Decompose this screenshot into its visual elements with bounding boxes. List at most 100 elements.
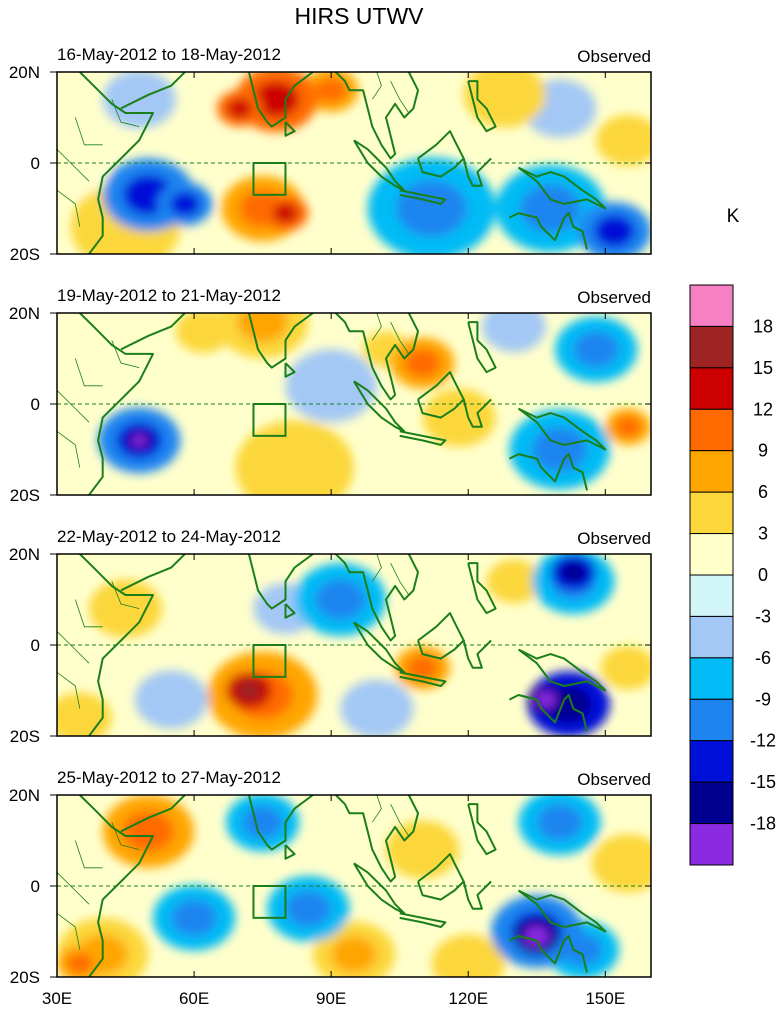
coastline — [517, 407, 607, 451]
country-border — [74, 599, 103, 628]
anomaly-region — [57, 150, 108, 194]
coastline — [120, 795, 186, 833]
x-tick-label: 60E — [179, 989, 209, 1008]
panel-tag-label: Observed — [577, 288, 651, 307]
country-border — [57, 390, 90, 423]
country-border — [111, 340, 140, 368]
box-region — [252, 644, 287, 678]
country-border — [57, 149, 90, 182]
coastline — [462, 398, 492, 428]
colorbar-swatch — [689, 491, 734, 535]
anomaly-region — [235, 420, 354, 495]
country-border — [74, 117, 103, 146]
coastlines — [57, 72, 607, 254]
coastline — [508, 694, 588, 732]
anomaly-region — [340, 679, 414, 736]
country-border — [57, 631, 90, 664]
country-border — [57, 872, 90, 905]
map-panel-3: 20N 0 20S 22-May-2012 to 24-May-2012 Observe… — [9, 527, 652, 746]
colorbar-swatch — [689, 615, 734, 659]
colorbar-level-label: -6 — [755, 648, 771, 668]
panel-tag-label: Observed — [577, 529, 651, 548]
country-border — [57, 189, 81, 227]
country-border — [390, 80, 410, 114]
coastline — [467, 321, 497, 374]
country-border — [371, 72, 382, 100]
anomaly-region — [242, 806, 283, 839]
coastline — [399, 189, 447, 205]
anomaly-field — [57, 554, 651, 736]
anomaly-region — [422, 388, 496, 447]
coastline — [221, 72, 314, 128]
country-border — [57, 430, 81, 468]
anomaly-region — [600, 645, 651, 690]
anomaly-region — [615, 416, 641, 437]
coastline — [517, 166, 607, 210]
country-border — [371, 313, 382, 341]
x-tick-label: 120E — [448, 989, 488, 1008]
colorbar-level-label: 18 — [753, 316, 773, 336]
coastline — [79, 72, 154, 254]
anomaly-field — [98, 313, 651, 495]
panel-tag-label: Observed — [577, 47, 651, 66]
anomaly-region — [560, 562, 586, 583]
panel-tag-label: Observed — [577, 770, 651, 789]
panels: 20N 0 20S 16-May-2012 to 18-May-2012 Observe… — [9, 45, 652, 987]
country-border — [111, 581, 140, 609]
anomaly-region — [123, 811, 174, 852]
coastlines — [57, 795, 607, 977]
y-tick-label: 0 — [31, 636, 40, 655]
y-tick-label: 0 — [31, 154, 40, 173]
anomaly-region — [285, 349, 377, 423]
anomaly-region — [463, 72, 546, 128]
coastline — [399, 671, 447, 687]
anomaly-region — [573, 331, 619, 368]
coastline — [462, 157, 492, 187]
coastline — [79, 795, 154, 977]
y-tick-label: 20N — [9, 545, 40, 564]
colorbar-swatch — [689, 574, 734, 617]
coastline — [517, 648, 607, 692]
anomaly-region — [171, 899, 217, 936]
y-tick-label: 20N — [9, 786, 40, 805]
anomaly-region — [169, 191, 201, 216]
coastline — [508, 212, 588, 250]
anomaly-region — [591, 834, 651, 893]
coastline — [462, 639, 492, 669]
panel-period-label: 25-May-2012 to 27-May-2012 — [57, 768, 281, 787]
panel-period-label: 19-May-2012 to 21-May-2012 — [57, 286, 281, 305]
coastline — [508, 453, 588, 491]
anomaly-region — [331, 936, 377, 973]
colorbar-level-label: -9 — [755, 689, 771, 709]
colorbar-swatch — [689, 781, 734, 825]
y-tick-label: 20S — [10, 727, 40, 746]
anomaly-region — [535, 691, 556, 708]
anomaly-region — [237, 313, 288, 343]
coastline — [120, 554, 186, 592]
country-border — [57, 912, 81, 950]
coastline — [462, 880, 492, 910]
x-tick-label: 30E — [42, 989, 72, 1008]
anomaly-region — [253, 81, 299, 118]
map-panel-1: 20N 0 20S 16-May-2012 to 18-May-2012 Observe… — [9, 45, 652, 264]
y-tick-label: 20N — [9, 63, 40, 82]
coastline — [79, 554, 154, 736]
country-border — [390, 803, 410, 837]
anomaly-region — [531, 427, 588, 472]
anomaly-region — [316, 78, 347, 103]
colorbar-swatch — [689, 657, 734, 700]
colorbar-level-label: 6 — [758, 482, 768, 502]
anomaly-region — [404, 349, 441, 378]
x-tick-label: 90E — [316, 989, 346, 1008]
coastline — [467, 803, 497, 856]
y-tick-label: 20S — [10, 968, 40, 987]
country-border — [371, 795, 382, 823]
country-border — [111, 822, 140, 850]
coastline — [221, 554, 314, 610]
colorbar-level-label: 15 — [753, 358, 773, 378]
colorbar-swatch — [689, 284, 734, 327]
colorbar-level-label: -15 — [750, 772, 776, 792]
colorbar-level-label: 12 — [753, 399, 773, 419]
colorbar-swatch — [689, 325, 734, 369]
